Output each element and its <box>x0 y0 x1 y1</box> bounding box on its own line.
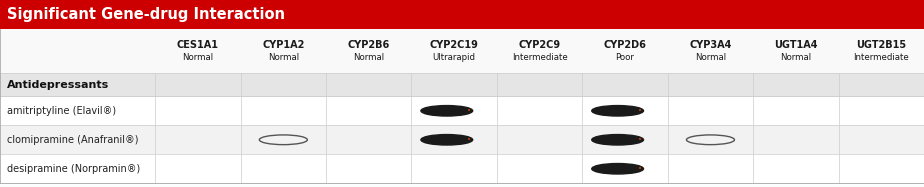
Circle shape <box>591 105 643 116</box>
Text: •: • <box>638 166 642 172</box>
Circle shape <box>0 56 370 176</box>
Text: UGT1A4: UGT1A4 <box>774 40 818 50</box>
FancyBboxPatch shape <box>0 0 924 29</box>
FancyBboxPatch shape <box>0 73 924 96</box>
Text: •: • <box>638 108 642 114</box>
Text: Normal: Normal <box>182 53 213 62</box>
Text: desipramine (Norpramin®): desipramine (Norpramin®) <box>7 164 140 174</box>
Text: CYP1A2: CYP1A2 <box>262 40 305 50</box>
Circle shape <box>421 105 473 116</box>
Text: CYP3A4: CYP3A4 <box>689 40 732 50</box>
Text: CYP2D6: CYP2D6 <box>603 40 647 50</box>
Text: Normal: Normal <box>353 53 384 62</box>
Text: clomipramine (Anafranil®): clomipramine (Anafranil®) <box>7 135 139 145</box>
Circle shape <box>591 163 643 174</box>
Text: Antidepressants: Antidepressants <box>7 80 110 90</box>
Text: Intermediate: Intermediate <box>854 53 909 62</box>
Circle shape <box>591 135 643 145</box>
Text: Poor: Poor <box>615 53 635 62</box>
Text: UGT2B15: UGT2B15 <box>857 40 906 50</box>
Text: CES1A1: CES1A1 <box>176 40 219 50</box>
FancyBboxPatch shape <box>0 29 924 73</box>
Circle shape <box>421 135 473 145</box>
FancyBboxPatch shape <box>0 154 924 183</box>
Text: Significant Gene-drug Interaction: Significant Gene-drug Interaction <box>7 7 286 22</box>
Text: •: • <box>638 137 642 143</box>
Text: Intermediate: Intermediate <box>512 53 567 62</box>
FancyBboxPatch shape <box>0 96 924 125</box>
Text: amitriptyline (Elavil®): amitriptyline (Elavil®) <box>7 106 116 116</box>
Text: •: • <box>468 137 471 143</box>
Text: Normal: Normal <box>780 53 811 62</box>
Text: CYP2C19: CYP2C19 <box>430 40 479 50</box>
Text: CYP2B6: CYP2B6 <box>347 40 390 50</box>
FancyBboxPatch shape <box>0 125 924 154</box>
Text: CYP2C9: CYP2C9 <box>518 40 561 50</box>
Text: Normal: Normal <box>268 53 299 62</box>
Text: •: • <box>468 108 471 114</box>
Text: Normal: Normal <box>695 53 726 62</box>
Text: Ultrarapid: Ultrarapid <box>432 53 476 62</box>
